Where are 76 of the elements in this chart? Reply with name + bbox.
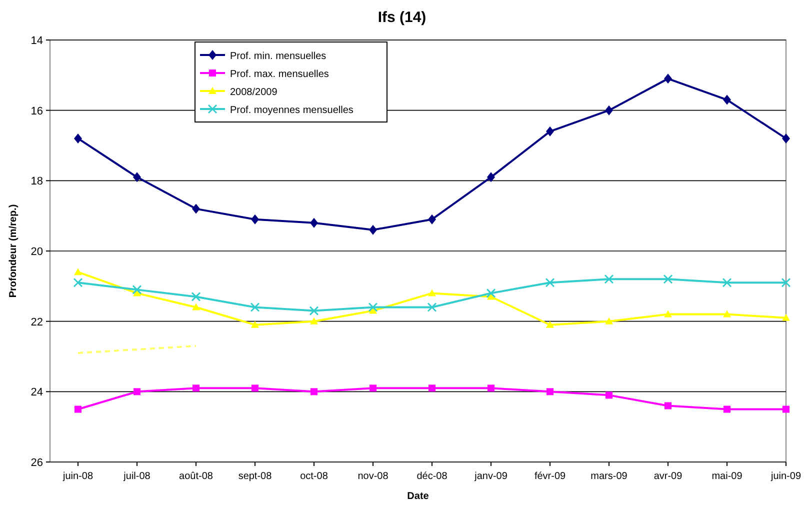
x-tick-label: mai-09 (712, 471, 743, 482)
point (546, 388, 554, 396)
x-tick-label: janv-09 (474, 471, 508, 482)
point (724, 406, 730, 413)
y-tick-label: 20 (30, 246, 43, 258)
x-tick-label: sept-08 (238, 471, 272, 482)
point (664, 310, 672, 318)
x-tick-label: févr-09 (534, 471, 566, 482)
point (546, 126, 554, 136)
chart-title: Ifs (14) (378, 9, 426, 26)
point (782, 314, 790, 321)
point (251, 214, 259, 224)
point (546, 320, 554, 328)
x-tick-label: mars-09 (590, 471, 628, 482)
point (310, 317, 318, 324)
y-tick-label: 14 (30, 35, 43, 47)
point (606, 392, 612, 399)
point (74, 406, 82, 413)
point (664, 402, 672, 410)
point (605, 317, 613, 324)
point (134, 388, 140, 396)
point (488, 384, 494, 392)
y-axis-title: Profondeur (m/rep.) (8, 204, 19, 298)
point (664, 74, 672, 84)
point (428, 384, 436, 392)
x-axis-title: Date (407, 491, 430, 502)
y-tick-label: 26 (30, 457, 43, 469)
point (74, 268, 82, 276)
point (191, 292, 201, 302)
y-tick-label: 24 (30, 386, 43, 399)
point (132, 284, 142, 294)
legend-label: Prof. moyennes mensuelles (230, 105, 354, 116)
x-tick-label: nov-08 (358, 471, 389, 482)
point (133, 172, 141, 182)
x-tick-label: déc-08 (416, 471, 448, 482)
point (723, 310, 731, 318)
point (428, 214, 436, 224)
point (192, 303, 200, 310)
legend-label: Prof. min. mensuelles (230, 51, 326, 62)
x-tick-label: août-08 (179, 471, 214, 482)
x-tick-label: juil-08 (122, 471, 151, 482)
point (604, 274, 614, 284)
point (310, 218, 318, 228)
x-tick-label: oct-08 (300, 471, 328, 482)
point (782, 133, 790, 144)
point (74, 133, 82, 144)
point (250, 302, 260, 312)
y-tick-label: 16 (30, 105, 43, 118)
point (251, 320, 259, 328)
point (310, 388, 318, 396)
legend-label: 2008/2009 (230, 87, 278, 98)
point (663, 274, 673, 284)
point (192, 204, 200, 214)
point (781, 278, 791, 288)
point (782, 406, 790, 413)
point (192, 384, 200, 392)
point (427, 302, 437, 312)
point (545, 278, 555, 288)
point (428, 289, 436, 296)
point (723, 94, 731, 105)
point (73, 278, 83, 288)
point (370, 384, 376, 392)
legend-label: Prof. max. mensuelles (230, 69, 329, 80)
x-tick-label: avr-09 (654, 471, 683, 482)
point (605, 105, 613, 116)
y-tick-label: 18 (30, 176, 43, 188)
x-tick-label: juin-09 (770, 471, 802, 482)
point (368, 302, 378, 312)
y-tick-label: 22 (30, 316, 43, 328)
point (369, 224, 377, 235)
point (309, 306, 319, 316)
point (252, 384, 258, 392)
point (486, 288, 496, 298)
point (487, 172, 495, 182)
point (722, 278, 732, 288)
x-tick-label: juin-08 (62, 471, 94, 482)
